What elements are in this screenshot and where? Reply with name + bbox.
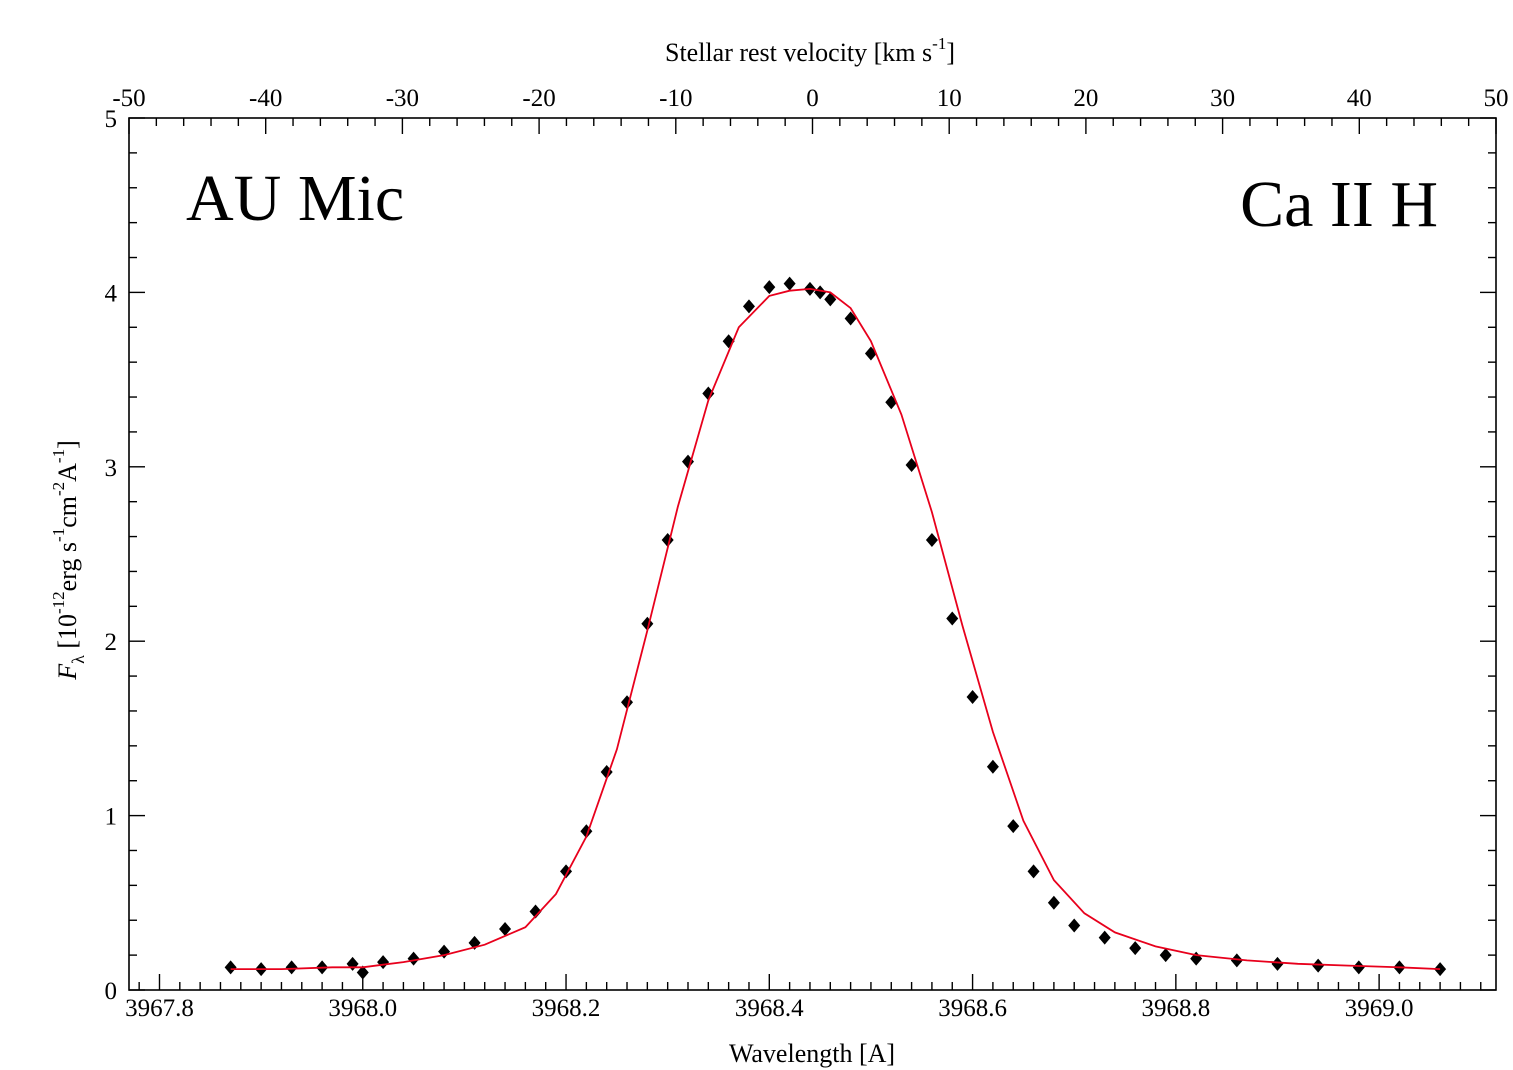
y-axis-title: Fλ [10-12erg s-1cm-2A-1] bbox=[49, 440, 88, 681]
data-point bbox=[346, 956, 359, 971]
data-point bbox=[946, 611, 959, 626]
data-point bbox=[844, 311, 857, 326]
y-tick-label: 4 bbox=[105, 280, 118, 307]
y-tick-label: 0 bbox=[105, 978, 118, 1005]
data-point bbox=[1007, 819, 1020, 834]
x-tick-label: 3968.2 bbox=[532, 995, 601, 1022]
x2-tick-label: 30 bbox=[1210, 85, 1235, 112]
line-label: Ca II H bbox=[1240, 168, 1438, 241]
data-point bbox=[1271, 956, 1284, 971]
data-point bbox=[407, 951, 420, 966]
data-point bbox=[1352, 960, 1365, 975]
data-point bbox=[356, 965, 369, 980]
x-tick-label: 3969.0 bbox=[1345, 995, 1414, 1022]
data-point bbox=[702, 386, 715, 401]
data-point bbox=[529, 904, 542, 919]
y-tick-label: 1 bbox=[105, 804, 118, 831]
data-point bbox=[285, 960, 298, 975]
fit-line bbox=[230, 287, 1441, 970]
data-point bbox=[824, 292, 837, 307]
data-point bbox=[499, 921, 512, 936]
data-point bbox=[1312, 958, 1325, 973]
x2-tick-label: 50 bbox=[1484, 85, 1509, 112]
x2-tick-label: 0 bbox=[806, 85, 819, 112]
tick-labels-layer: 3967.8 3968.0 3968.2 3968.4 3968.6 3968.8 3969… bbox=[105, 85, 1509, 1022]
x-tick-label: 3968.4 bbox=[735, 995, 804, 1022]
y-tick-label: 3 bbox=[105, 455, 118, 482]
data-point bbox=[814, 285, 827, 300]
x2-tick-label: -40 bbox=[249, 85, 282, 112]
data-point bbox=[986, 759, 999, 774]
x-axis-title: Wavelength [A] bbox=[729, 1039, 895, 1068]
star-label: AU Mic bbox=[186, 162, 404, 235]
x-tick-label: 3968.0 bbox=[328, 995, 397, 1022]
data-point bbox=[905, 458, 918, 473]
data-point bbox=[763, 280, 776, 295]
data-point bbox=[1068, 918, 1081, 933]
x2-tick-label: -30 bbox=[386, 85, 419, 112]
data-point bbox=[925, 533, 938, 548]
x2-tick-label: 10 bbox=[937, 85, 962, 112]
data-point bbox=[1129, 941, 1142, 956]
x-tick-label: 3967.8 bbox=[125, 995, 194, 1022]
data-point bbox=[377, 955, 390, 970]
data-point bbox=[1027, 864, 1040, 879]
data-point bbox=[966, 690, 979, 705]
data-point bbox=[783, 276, 796, 291]
data-points-layer bbox=[224, 276, 1447, 980]
x2-tick-label: -20 bbox=[522, 85, 555, 112]
x2-axis-title: Stellar rest velocity [km s-1] bbox=[665, 34, 955, 67]
x2-tick-label: 20 bbox=[1073, 85, 1098, 112]
data-point bbox=[1098, 930, 1111, 945]
x2-tick-label: -50 bbox=[112, 85, 145, 112]
y-tick-label: 2 bbox=[105, 629, 118, 656]
y-tick-label: 5 bbox=[105, 106, 118, 133]
plot-frame bbox=[128, 117, 1497, 991]
ticks-layer bbox=[128, 117, 1497, 991]
x-tick-label: 3968.8 bbox=[1141, 995, 1210, 1022]
data-point bbox=[742, 299, 755, 314]
x2-tick-label: 40 bbox=[1347, 85, 1372, 112]
x2-tick-label: -10 bbox=[659, 85, 692, 112]
data-point bbox=[1047, 895, 1060, 910]
data-point bbox=[1159, 948, 1172, 963]
x-tick-label: 3968.6 bbox=[938, 995, 1007, 1022]
data-point bbox=[1230, 953, 1243, 968]
data-point bbox=[224, 960, 237, 975]
